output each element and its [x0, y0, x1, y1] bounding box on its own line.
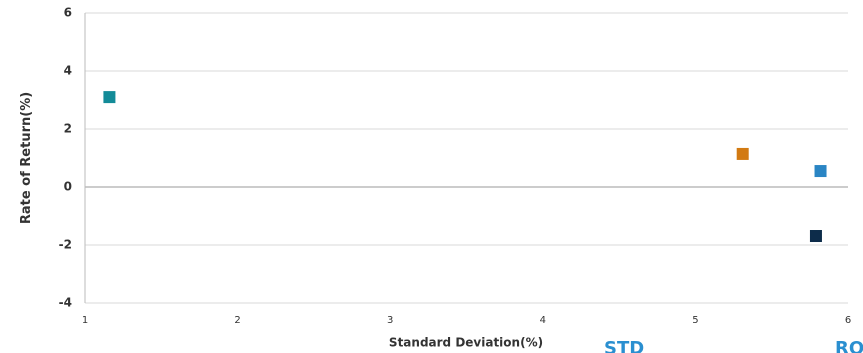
point	[814, 165, 827, 178]
point	[809, 230, 822, 243]
x-tick-label: 3	[387, 315, 393, 326]
y-tick-label: 4	[64, 64, 72, 78]
point	[736, 147, 749, 160]
y-tick-label: 0	[64, 180, 72, 194]
point	[103, 91, 116, 104]
x-tick-label: 1	[82, 315, 88, 326]
x-tick-label: 2	[234, 315, 240, 326]
y-axis-title: Rate of Return(%)	[19, 92, 34, 224]
x-axis-title: Standard Deviation(%)	[389, 336, 543, 350]
x-tick-label: 6	[845, 315, 851, 326]
x-tick-label: 4	[540, 315, 546, 326]
x-tick-label: 5	[692, 315, 698, 326]
y-tick-label: -4	[59, 296, 72, 310]
column-header: STD	[604, 338, 644, 353]
y-tick-label: -2	[59, 238, 72, 252]
column-header: RO	[835, 338, 863, 353]
y-tick-label: 6	[64, 6, 72, 20]
y-tick-label: 2	[64, 122, 72, 136]
